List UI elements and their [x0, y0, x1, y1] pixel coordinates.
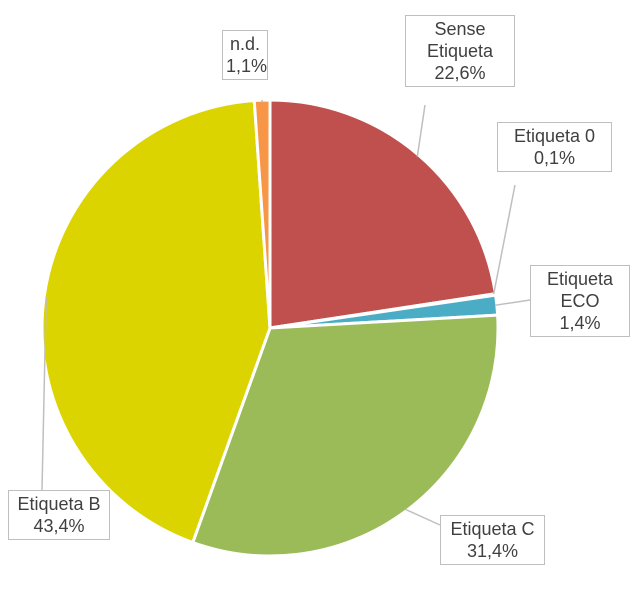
pie-slice [190, 313, 500, 558]
category-label: n.d. [229, 34, 261, 54]
value-label: 43,4% [33, 516, 85, 536]
category-label: Etiqueta ECO [546, 269, 614, 311]
data-label: Etiqueta B 43,4% [8, 490, 110, 540]
category-label: Etiqueta C [450, 519, 535, 539]
leader-line [404, 508, 441, 526]
data-label: n.d. 1,1% [222, 30, 268, 80]
category-label: Sense Etiqueta [426, 19, 494, 61]
leader-line [41, 296, 47, 491]
leader-line [416, 104, 426, 157]
data-label: Etiqueta C 31,4% [440, 515, 545, 565]
category-label: Etiqueta 0 [513, 126, 596, 146]
data-label: Etiqueta ECO 1,4% [530, 265, 630, 337]
pie-slice [268, 98, 498, 330]
data-label: Sense Etiqueta 22,6% [405, 15, 515, 87]
value-label: 22,6% [434, 63, 486, 83]
value-label: 31,4% [466, 541, 519, 561]
leader-line [494, 299, 531, 307]
data-label: Etiqueta 0 0,1% [497, 122, 612, 172]
pie-slice [40, 98, 272, 545]
value-label: 0,1% [533, 148, 576, 168]
leader-line [492, 184, 516, 295]
value-label: 1,4% [559, 313, 601, 333]
category-label: Etiqueta B [17, 494, 101, 514]
value-label: 1,1% [226, 56, 268, 76]
